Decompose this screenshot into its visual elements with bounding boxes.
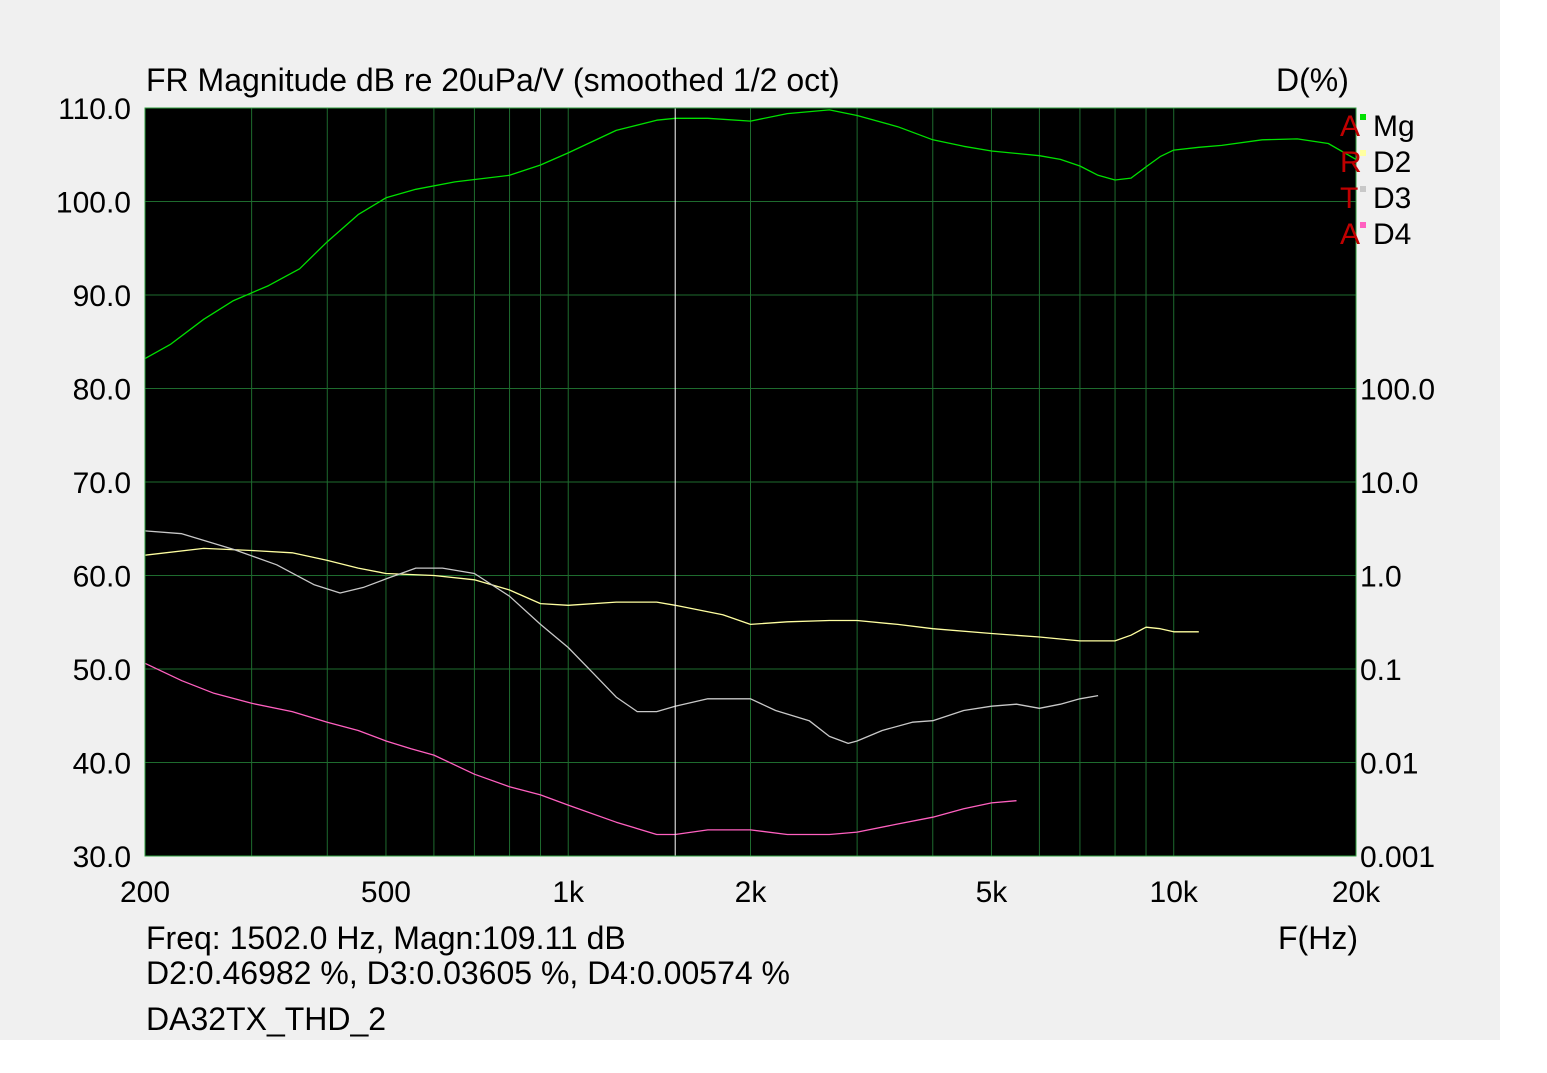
grid — [145, 108, 1356, 856]
right-axis-tick-label: 0.01 — [1360, 748, 1418, 781]
series-line-mg — [144, 109, 1357, 360]
left-axis-tick-label: 40.0 — [73, 748, 131, 781]
x-axis-tick-label: 200 — [120, 876, 170, 909]
x-axis-tick-label: 5k — [976, 876, 1009, 909]
chart-title: FR Magnitude dB re 20uPa/V (smoothed 1/2… — [146, 62, 840, 98]
left-axis-tick-label: 70.0 — [73, 467, 131, 500]
left-axis-tick-label: 60.0 — [73, 561, 131, 594]
left-axis-tick-label: 100.0 — [56, 187, 131, 220]
plot-window: 110.0 100.0 90.0 80.0 70.0 60.0 50.0 40.0 30.0 10… — [0, 0, 1500, 1040]
legend-label: D3 — [1373, 182, 1412, 215]
legend-letter: A — [1340, 110, 1361, 143]
file-name: DA32TX_THD_2 — [146, 1001, 387, 1037]
legend-swatch — [1360, 150, 1366, 156]
left-axis-tick-label: 50.0 — [73, 654, 131, 687]
legend-swatch — [1360, 222, 1366, 228]
series-line-d3 — [144, 530, 1099, 745]
series-line-d4 — [144, 662, 1017, 836]
legend-letter: T — [1340, 182, 1359, 215]
legend-letter: A — [1340, 218, 1361, 251]
legend-label: Mg — [1373, 110, 1415, 143]
right-axis-tick-label: 100.0 — [1360, 374, 1435, 407]
right-axis-title: D(%) — [1276, 62, 1349, 98]
legend-label: D4 — [1373, 218, 1412, 251]
chart[interactable]: 110.0 100.0 90.0 80.0 70.0 60.0 50.0 40.0 30.0 10… — [0, 0, 1500, 1040]
x-axis-tick-label: 2k — [735, 876, 768, 909]
tick-labels: 110.0 100.0 90.0 80.0 70.0 60.0 50.0 40.0 30.0 10… — [56, 93, 1435, 909]
right-axis-tick-label: 10.0 — [1360, 467, 1418, 500]
legend-swatch — [1360, 186, 1366, 192]
right-axis-tick-label: 0.001 — [1360, 841, 1435, 874]
left-axis-tick-label: 90.0 — [73, 280, 131, 313]
legend-letter: R — [1340, 146, 1362, 179]
x-axis-tick-label: 1k — [552, 876, 585, 909]
right-axis-tick-label: 0.1 — [1360, 654, 1402, 687]
x-axis-unit: F(Hz) — [1278, 920, 1358, 956]
series-group — [144, 109, 1357, 836]
left-axis-tick-label: 110.0 — [58, 93, 131, 126]
right-axis-tick-label: 1.0 — [1360, 561, 1402, 594]
plot-frame — [144, 107, 1357, 857]
legend-swatch — [1360, 114, 1366, 120]
left-axis-tick-label: 80.0 — [73, 374, 131, 407]
series-line-d2 — [144, 547, 1199, 642]
legend-label: D2 — [1373, 146, 1412, 179]
cursor-readout-magnitude: Freq: 1502.0 Hz, Magn:109.11 dB — [146, 920, 626, 956]
x-axis-tick-label: 20k — [1332, 876, 1381, 909]
x-axis-tick-label: 500 — [361, 876, 411, 909]
left-axis-tick-label: 30.0 — [73, 841, 131, 874]
x-axis-tick-label: 10k — [1150, 876, 1199, 909]
cursor-readout-distortion: D2:0.46982 %, D3:0.03605 %, D4:0.00574 % — [146, 955, 790, 991]
